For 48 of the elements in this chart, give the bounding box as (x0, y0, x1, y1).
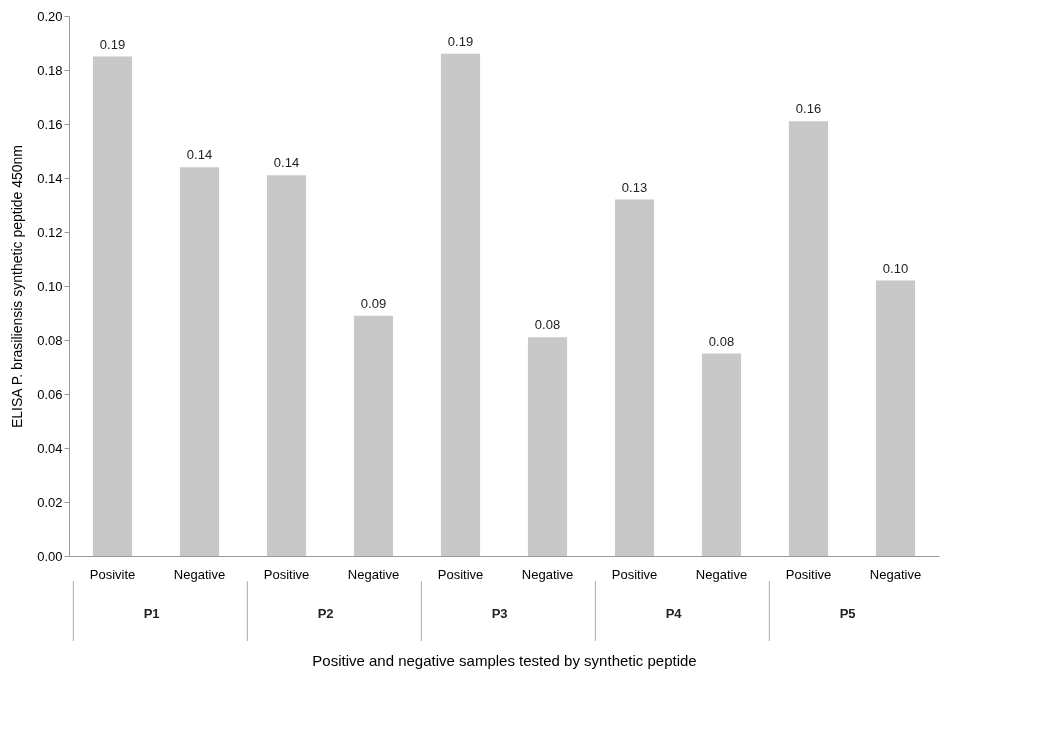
x-axis-title: Positive and negative samples tested by synthetic peptide (312, 651, 697, 669)
text: P4 (665, 606, 683, 621)
x-tick-label: Positive (611, 566, 658, 582)
x-tick-label: Negative (347, 566, 400, 582)
data-label: 0.14 (186, 147, 213, 163)
data-label: 0.19 (99, 36, 126, 52)
text: P5 (839, 606, 856, 621)
y-tick-label: 0.06 (37, 386, 63, 402)
y-tick-label: 0.00 (37, 548, 63, 564)
data-label: 0.19 (447, 33, 474, 49)
data-label: 0.09 (360, 295, 387, 311)
bar (440, 53, 481, 556)
x-tick-label: Posivite (89, 566, 136, 582)
x-tick-label: Negative (173, 566, 226, 582)
bar (92, 56, 133, 556)
bar (788, 121, 829, 556)
y-axis-title: ELISA P. brasiliensis synthetic peptide 450nm (9, 144, 26, 429)
data-label: 0.16 (795, 101, 822, 117)
bar (353, 315, 394, 556)
y-tick-label: 0.10 (37, 278, 63, 294)
y-tick-label: 0.14 (37, 170, 63, 186)
x-tick-label: Negative (869, 566, 922, 582)
x-tick-label: Negative (695, 566, 748, 582)
y-tick-label: 0.08 (37, 332, 63, 348)
y-tick-label: 0.16 (37, 116, 63, 132)
bar (266, 175, 307, 556)
y-tick-label: 0.12 (37, 224, 63, 240)
y-tick-label: 0.18 (37, 62, 63, 78)
text: P2 (317, 606, 334, 621)
text: P3 (491, 606, 508, 621)
data-label: 0.08 (534, 317, 561, 333)
data-label: 0.13 (621, 179, 648, 195)
y-tick-label: 0.04 (37, 440, 63, 456)
x-tick-label: Negative (521, 566, 574, 582)
bar (875, 280, 916, 556)
text: P1 (143, 606, 160, 621)
bar (614, 199, 655, 556)
data-label: 0.14 (273, 155, 300, 171)
x-tick-label: Positive (785, 566, 832, 582)
y-tick-label: 0.20 (37, 8, 63, 24)
bar (701, 353, 742, 556)
x-tick-label: Positive (437, 566, 484, 582)
bar (179, 167, 220, 556)
data-label: 0.10 (882, 260, 909, 276)
x-tick-label: Positive (263, 566, 310, 582)
y-tick-label: 0.02 (37, 494, 63, 510)
bar (527, 337, 568, 556)
data-label: 0.08 (708, 333, 735, 349)
